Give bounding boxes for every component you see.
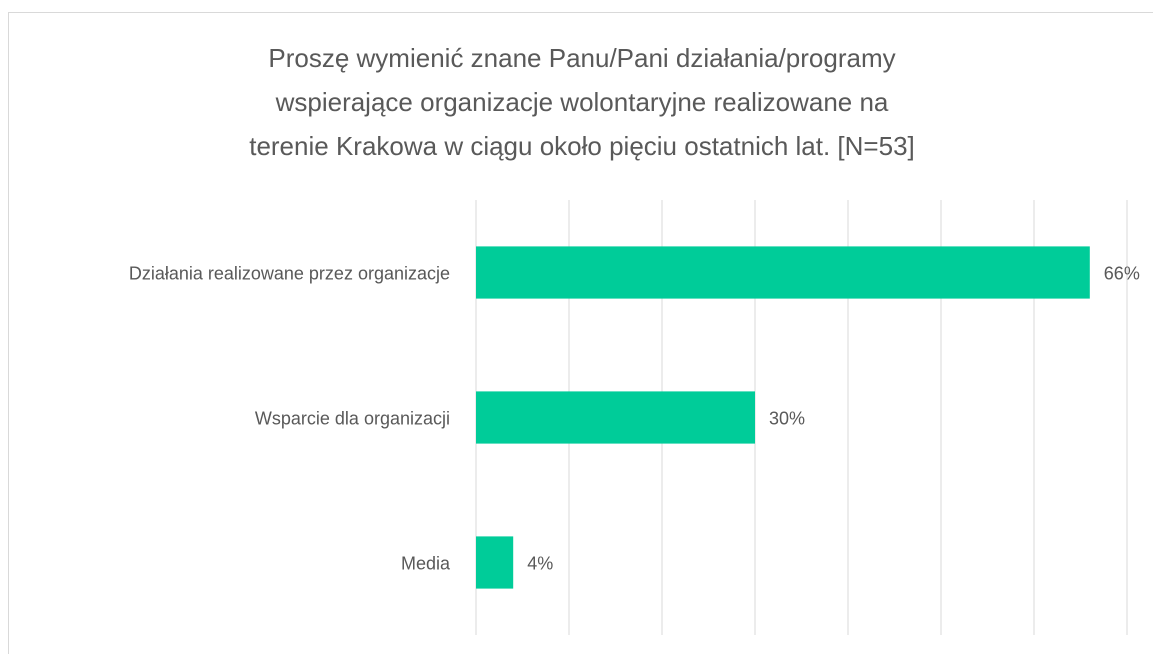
chart-frame — [8, 12, 1153, 654]
y-tick-label: Media — [401, 553, 451, 573]
data-label: 4% — [527, 553, 553, 573]
bar — [476, 246, 1090, 299]
data-label: 66% — [1104, 263, 1140, 283]
y-tick-label: Działania realizowane przez organizacje — [129, 263, 450, 283]
bar — [476, 391, 755, 444]
y-tick-label: Wsparcie dla organizacji — [255, 408, 450, 428]
chart-title: terenie Krakowa w ciągu około pięciu ost… — [249, 131, 915, 161]
chart-title: wspierające organizacje wolontaryjne rea… — [275, 87, 889, 117]
data-label: 30% — [769, 408, 805, 428]
chart-title: Proszę wymienić znane Panu/Pani działani… — [268, 43, 895, 73]
bar — [476, 536, 514, 589]
